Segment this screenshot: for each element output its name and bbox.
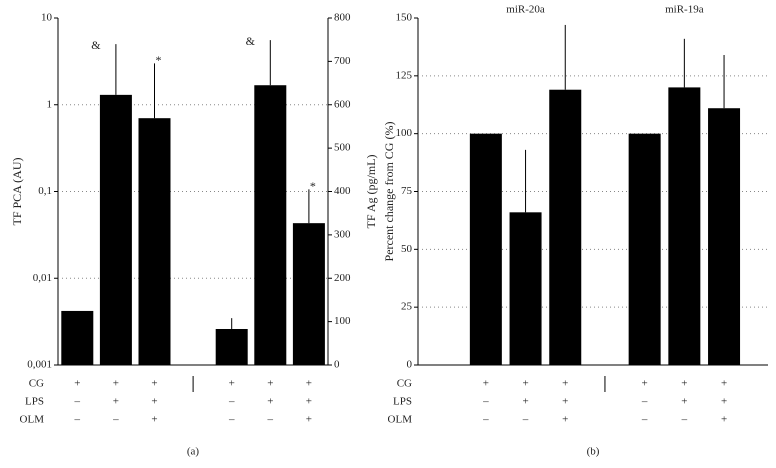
bar: [708, 108, 741, 365]
y-tick-label: 0,01: [33, 272, 52, 284]
condition-cell: +: [267, 396, 273, 408]
condition-cell: +: [562, 414, 568, 426]
bar: [469, 133, 502, 365]
bar: [61, 310, 94, 365]
condition-cell: –: [641, 414, 648, 426]
condition-cell: +: [267, 378, 273, 390]
bar: [138, 118, 171, 365]
condition-cell: +: [113, 378, 119, 390]
y2-axis-label: TF Ag (pg/mL): [364, 154, 378, 228]
panel-label: (b): [587, 446, 600, 458]
row-label: LPS: [393, 396, 412, 408]
condition-cell: +: [642, 378, 648, 390]
annotation: *: [310, 179, 316, 193]
condition-cell: +: [721, 414, 727, 426]
bar: [509, 212, 542, 365]
annotation: &: [246, 34, 256, 48]
condition-cell: +: [74, 378, 80, 390]
condition-cell: +: [681, 378, 687, 390]
condition-cell: +: [721, 396, 727, 408]
condition-cell: +: [681, 396, 687, 408]
bar: [549, 89, 582, 366]
condition-cell: –: [112, 414, 119, 426]
condition-cell: +: [151, 378, 157, 390]
condition-cell: –: [482, 414, 489, 426]
y2-tick-label: 0: [334, 359, 340, 371]
condition-cell: +: [113, 396, 119, 408]
condition-cell: –: [228, 414, 235, 426]
condition-cell: +: [721, 378, 727, 390]
y-tick-label: 0: [407, 359, 413, 371]
condition-cell: +: [306, 396, 312, 408]
series-label: miR-19a: [665, 4, 704, 16]
y-tick-label: 150: [396, 12, 413, 24]
condition-cell: +: [522, 396, 528, 408]
condition-cell: –: [267, 414, 274, 426]
condition-cell: –: [74, 414, 81, 426]
condition-cell: +: [151, 414, 157, 426]
annotation: &: [91, 38, 101, 52]
condition-cell: –: [522, 414, 529, 426]
annotation: *: [156, 53, 162, 67]
y-tick-label: 100: [396, 127, 413, 139]
bar: [668, 87, 701, 366]
y-tick-label: 10: [41, 12, 53, 24]
condition-cell: –: [74, 396, 81, 408]
condition-cell: +: [483, 378, 489, 390]
y2-tick-label: 400: [334, 185, 351, 197]
y-axis-label: TF PCA (AU): [10, 157, 24, 225]
bar: [292, 223, 325, 365]
row-label: OLM: [388, 414, 413, 426]
y-tick-label: 0,1: [38, 185, 52, 197]
y2-tick-label: 500: [334, 142, 351, 154]
bar: [215, 328, 248, 365]
condition-cell: +: [306, 378, 312, 390]
condition-cell: +: [562, 396, 568, 408]
y2-tick-label: 300: [334, 228, 351, 240]
bar: [99, 94, 132, 365]
y-tick-label: 1: [47, 98, 53, 110]
y2-tick-label: 700: [334, 55, 351, 67]
row-label: CG: [29, 378, 44, 390]
condition-cell: +: [151, 396, 157, 408]
y-tick-label: 50: [401, 243, 413, 255]
condition-cell: –: [641, 396, 648, 408]
condition-cell: +: [522, 378, 528, 390]
condition-cell: –: [228, 396, 235, 408]
row-label: OLM: [20, 414, 45, 426]
bar: [628, 133, 661, 365]
y2-tick-label: 800: [334, 12, 351, 24]
condition-cell: –: [482, 396, 489, 408]
y-axis-label: Percent change from CG (%): [382, 122, 396, 262]
condition-cell: +: [229, 378, 235, 390]
condition-cell: +: [306, 414, 312, 426]
y-tick-label: 25: [401, 301, 413, 313]
condition-cell: –: [681, 414, 688, 426]
y2-tick-label: 100: [334, 315, 351, 327]
condition-cell: +: [562, 378, 568, 390]
bar: [254, 85, 287, 365]
y-tick-label: 75: [401, 185, 413, 197]
y2-tick-label: 200: [334, 272, 351, 284]
series-label: miR-20a: [506, 4, 545, 16]
panel-label: (a): [187, 446, 200, 458]
y2-tick-label: 600: [334, 98, 351, 110]
y-tick-label: 125: [396, 69, 413, 81]
y-tick-label: 0,001: [27, 359, 52, 371]
row-label: CG: [397, 378, 412, 390]
row-label: LPS: [25, 396, 44, 408]
